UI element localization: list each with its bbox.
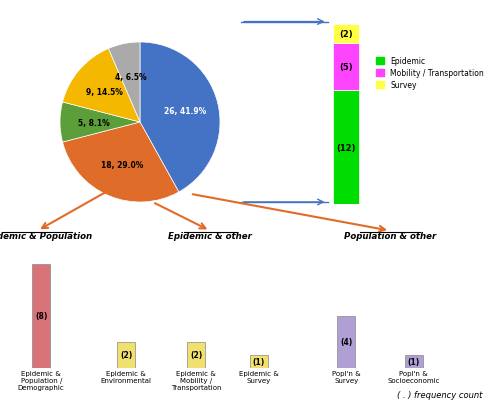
Text: (8): (8) (35, 312, 48, 321)
Bar (333, 43, 359, 91)
Text: 26, 41.9%: 26, 41.9% (164, 107, 206, 116)
Wedge shape (60, 103, 140, 143)
Text: Epidemic &
Mobility /
Transportation: Epidemic & Mobility / Transportation (171, 370, 222, 390)
Wedge shape (108, 43, 140, 123)
Text: Popl'n &
Survey: Popl'n & Survey (332, 370, 360, 383)
Text: 9, 14.5%: 9, 14.5% (86, 88, 123, 97)
Text: (1): (1) (408, 357, 420, 366)
Wedge shape (62, 49, 140, 123)
Bar (118, 342, 135, 368)
Legend: Epidemic, Mobility / Transportation, Survey: Epidemic, Mobility / Transportation, Sur… (376, 57, 484, 90)
Text: Popl'n &
Socioeconomic: Popl'n & Socioeconomic (388, 370, 440, 383)
Bar (188, 342, 205, 368)
Bar (338, 316, 355, 368)
Bar (250, 355, 268, 368)
Text: Epidemic & Population: Epidemic & Population (0, 231, 92, 240)
Text: 18, 29.0%: 18, 29.0% (100, 161, 143, 170)
Text: (2): (2) (190, 351, 202, 360)
Bar (32, 264, 50, 368)
Text: (2): (2) (340, 29, 353, 38)
Text: (5): (5) (340, 63, 353, 72)
Text: Epidemic &
Population /
Demographic: Epidemic & Population / Demographic (18, 370, 64, 390)
Bar (405, 355, 422, 368)
Text: 5, 8.1%: 5, 8.1% (78, 118, 110, 127)
Text: Epidemic & other: Epidemic & other (168, 231, 252, 240)
Bar (333, 91, 359, 204)
Text: (12): (12) (336, 143, 356, 152)
Wedge shape (140, 43, 220, 193)
Text: ( . ) frequency count: ( . ) frequency count (398, 390, 482, 399)
Text: Epidemic &
Environmental: Epidemic & Environmental (101, 370, 152, 383)
Text: Epidemic &
Survey: Epidemic & Survey (239, 370, 279, 383)
Text: 4, 6.5%: 4, 6.5% (115, 73, 146, 82)
Text: (4): (4) (340, 337, 352, 346)
Bar (333, 25, 359, 43)
Wedge shape (62, 123, 179, 202)
Text: (2): (2) (120, 351, 132, 360)
Text: (1): (1) (252, 357, 265, 366)
Text: Population & other: Population & other (344, 231, 436, 240)
